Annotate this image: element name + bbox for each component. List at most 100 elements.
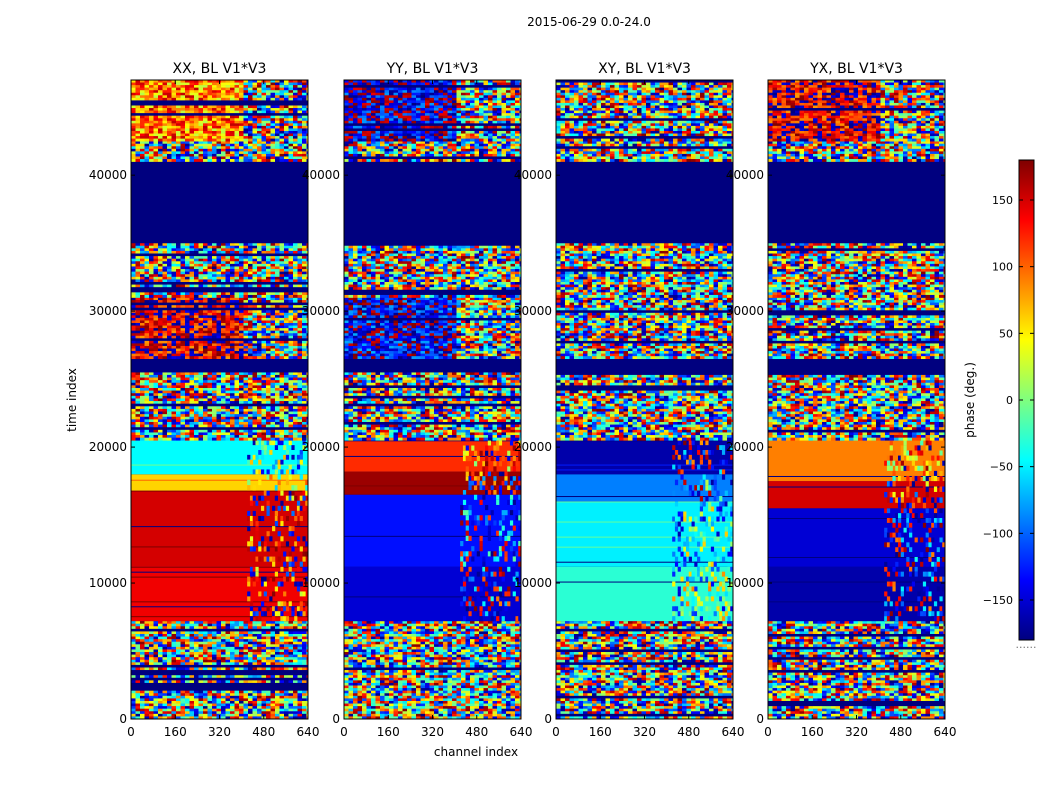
noise-cell bbox=[252, 437, 257, 441]
noise-cell bbox=[149, 343, 154, 347]
noise-cell bbox=[279, 263, 284, 267]
noise-cell bbox=[176, 623, 181, 627]
noise-cell bbox=[221, 320, 226, 324]
noise-cell bbox=[257, 292, 262, 296]
noise-cell bbox=[180, 266, 185, 270]
noise-cell bbox=[239, 398, 244, 402]
noise-cell bbox=[252, 639, 257, 643]
noise-cell bbox=[176, 654, 181, 658]
noise-cell bbox=[212, 419, 217, 423]
noise-cell bbox=[180, 269, 185, 272]
noise-cell bbox=[140, 416, 145, 420]
noise-cell bbox=[279, 411, 284, 415]
noise-cell bbox=[144, 680, 149, 684]
noise-cell bbox=[171, 435, 176, 438]
noise-cell bbox=[234, 667, 239, 671]
noise-cell bbox=[239, 654, 244, 658]
noise-cell bbox=[247, 510, 251, 516]
noise-cell bbox=[230, 141, 235, 145]
noise-cell bbox=[230, 305, 235, 309]
noise-cell bbox=[198, 382, 203, 386]
noise-cell bbox=[288, 312, 293, 316]
noise-cell bbox=[203, 387, 208, 391]
noise-cell bbox=[171, 82, 176, 86]
noise-cell bbox=[279, 416, 284, 420]
noise-cell bbox=[270, 279, 275, 283]
noise-cell bbox=[198, 95, 203, 99]
noise-cell bbox=[221, 667, 226, 671]
noise-cell bbox=[149, 419, 154, 423]
noise-cell bbox=[280, 500, 284, 506]
noise-cell bbox=[248, 393, 253, 397]
noise-cell bbox=[171, 85, 176, 88]
noise-cell bbox=[302, 310, 307, 314]
noise-cell bbox=[230, 105, 235, 109]
noise-cell bbox=[131, 328, 136, 331]
noise-cell bbox=[221, 310, 226, 314]
noise-cell bbox=[167, 703, 172, 707]
noise-cell bbox=[261, 708, 266, 712]
noise-cell bbox=[302, 351, 307, 354]
noise-cell bbox=[176, 657, 181, 661]
noise-cell bbox=[189, 92, 194, 96]
noise-cell bbox=[207, 406, 212, 410]
noise-cell bbox=[302, 657, 307, 661]
noise-cell bbox=[176, 317, 181, 321]
noise-cell bbox=[162, 317, 167, 321]
noise-cell bbox=[293, 266, 298, 270]
noise-cell bbox=[167, 421, 172, 425]
noise-cell bbox=[140, 639, 145, 643]
noise-cell bbox=[189, 639, 194, 643]
noise-cell bbox=[225, 92, 230, 96]
noise-cell bbox=[180, 348, 185, 352]
noise-cell bbox=[284, 90, 289, 94]
noise-cell bbox=[243, 626, 248, 630]
noise-cell bbox=[221, 110, 226, 114]
noise-cell bbox=[144, 343, 149, 347]
noise-cell bbox=[279, 80, 284, 83]
noise-cell bbox=[221, 343, 226, 347]
noise-cell bbox=[176, 294, 181, 298]
noise-cell bbox=[225, 657, 230, 661]
noise-cell bbox=[140, 421, 145, 425]
noise-cell bbox=[149, 353, 154, 357]
noise-cell bbox=[203, 639, 208, 643]
noise-cell bbox=[257, 398, 262, 402]
noise-cell bbox=[252, 698, 257, 702]
noise-cell bbox=[302, 105, 307, 109]
noise-cell bbox=[305, 449, 309, 455]
noise-cell bbox=[135, 675, 140, 679]
stripe bbox=[131, 479, 308, 481]
noise-cell bbox=[239, 437, 244, 441]
noise-cell bbox=[135, 374, 140, 378]
noise-cell bbox=[225, 276, 230, 280]
noise-cell bbox=[198, 92, 203, 96]
noise-cell bbox=[248, 633, 253, 637]
flagged-row bbox=[131, 628, 308, 632]
noise-cell bbox=[252, 261, 257, 265]
noise-cell bbox=[189, 315, 194, 319]
noise-cell bbox=[194, 631, 199, 635]
noise-cell bbox=[189, 646, 194, 650]
noise-cell bbox=[275, 667, 280, 671]
noise-cell bbox=[158, 325, 163, 329]
noise-cell bbox=[243, 713, 248, 717]
noise-cell bbox=[221, 300, 226, 303]
noise-cell bbox=[185, 419, 190, 423]
noise-cell bbox=[261, 120, 266, 124]
noise-cell bbox=[131, 662, 136, 666]
noise-cell bbox=[144, 315, 149, 319]
noise-cell bbox=[131, 657, 136, 661]
noise-cell bbox=[302, 437, 307, 441]
noise-cell bbox=[234, 335, 239, 339]
noise-cell bbox=[234, 711, 239, 715]
noise-cell bbox=[189, 708, 194, 712]
noise-cell bbox=[216, 429, 221, 433]
noise-cell bbox=[144, 87, 149, 91]
noise-cell bbox=[194, 248, 199, 252]
noise-cell bbox=[293, 125, 298, 129]
noise-cell bbox=[306, 328, 308, 331]
noise-cell bbox=[167, 698, 172, 702]
noise-cell bbox=[189, 82, 194, 86]
noise-cell bbox=[293, 95, 298, 99]
